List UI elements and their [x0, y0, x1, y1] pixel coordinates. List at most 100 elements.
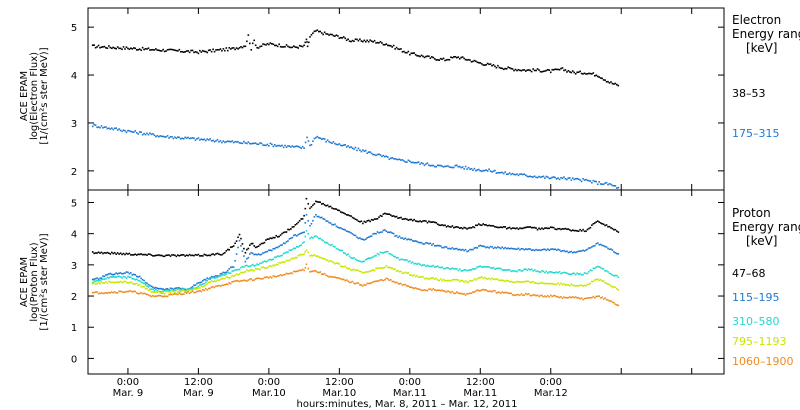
data-point	[392, 232, 395, 235]
data-point	[470, 60, 473, 63]
data-point	[530, 268, 533, 271]
data-point	[369, 235, 371, 238]
data-point	[582, 178, 584, 180]
data-point	[337, 35, 339, 37]
data-point	[461, 279, 464, 282]
data-point	[137, 284, 140, 287]
data-point	[485, 224, 487, 226]
data-point	[588, 179, 590, 182]
data-point	[592, 72, 595, 74]
data-point	[353, 256, 355, 259]
data-point	[381, 266, 383, 269]
data-point	[232, 275, 235, 278]
data-point	[605, 181, 608, 184]
data-point	[472, 267, 474, 270]
data-point	[522, 227, 524, 230]
data-point	[143, 282, 145, 285]
data-point	[457, 56, 460, 58]
data-point	[564, 69, 567, 71]
data-point	[617, 231, 620, 233]
data-point	[464, 248, 467, 251]
proton-y-label-line3: [1/(cm²s ster MeV)]	[39, 233, 50, 330]
data-point	[306, 41, 308, 43]
data-point	[112, 276, 115, 278]
data-point	[555, 249, 558, 251]
data-point	[315, 30, 317, 32]
data-point	[138, 283, 141, 286]
data-point	[569, 71, 571, 73]
data-point	[273, 256, 276, 259]
data-point	[409, 160, 411, 163]
data-point	[485, 266, 487, 268]
data-point	[109, 281, 112, 283]
data-point	[315, 213, 317, 216]
data-point	[370, 152, 373, 155]
data-point	[303, 231, 305, 234]
data-point	[115, 272, 117, 274]
data-point	[260, 45, 263, 48]
data-point	[401, 272, 404, 274]
data-point	[199, 284, 201, 286]
data-point	[582, 228, 584, 231]
data-point	[124, 291, 126, 293]
data-point	[190, 287, 192, 289]
data-point	[131, 131, 134, 133]
data-point	[391, 280, 393, 283]
data-point	[216, 275, 219, 277]
data-point	[188, 137, 191, 140]
data-point	[238, 273, 241, 275]
data-point	[357, 220, 360, 223]
data-point	[207, 281, 210, 284]
data-point	[244, 45, 247, 48]
data-point	[519, 294, 521, 297]
data-point	[413, 161, 416, 164]
data-point	[441, 289, 443, 292]
data-point	[224, 274, 226, 276]
data-point	[169, 255, 172, 257]
data-point	[226, 248, 229, 251]
data-point	[204, 287, 207, 290]
data-point	[450, 56, 452, 59]
data-point	[134, 274, 137, 276]
data-point	[395, 281, 398, 284]
data-point	[457, 279, 460, 281]
data-point	[435, 244, 438, 247]
data-point	[617, 304, 620, 307]
data-point	[128, 48, 131, 51]
data-point	[542, 228, 545, 230]
data-point	[510, 227, 512, 230]
data-point	[221, 274, 223, 277]
data-point	[197, 285, 200, 287]
data-point	[513, 69, 515, 72]
data-point	[251, 279, 254, 282]
data-point	[447, 165, 449, 167]
data-point	[301, 268, 304, 271]
data-point	[548, 282, 551, 285]
data-point	[254, 278, 257, 280]
data-point	[241, 243, 244, 245]
data-point	[519, 173, 521, 175]
data-point	[322, 217, 324, 220]
data-point	[353, 234, 355, 236]
proton-y-tick-label: 3	[71, 261, 77, 272]
data-point	[510, 67, 512, 70]
data-point	[376, 217, 379, 220]
data-point	[204, 139, 207, 142]
data-point	[309, 207, 311, 210]
proton-legend-item-310-580: 310–580	[732, 315, 780, 328]
data-point	[616, 304, 618, 306]
data-point	[611, 82, 614, 85]
data-point	[545, 249, 548, 252]
data-point	[511, 172, 514, 175]
data-point	[589, 247, 592, 249]
data-point	[475, 60, 477, 63]
data-point	[103, 278, 106, 280]
data-point	[272, 236, 275, 239]
data-point	[119, 129, 122, 132]
data-point	[109, 276, 112, 278]
data-point	[152, 133, 154, 135]
data-point	[413, 240, 416, 243]
data-point	[102, 292, 104, 295]
data-point	[426, 221, 429, 224]
data-point	[113, 276, 116, 278]
